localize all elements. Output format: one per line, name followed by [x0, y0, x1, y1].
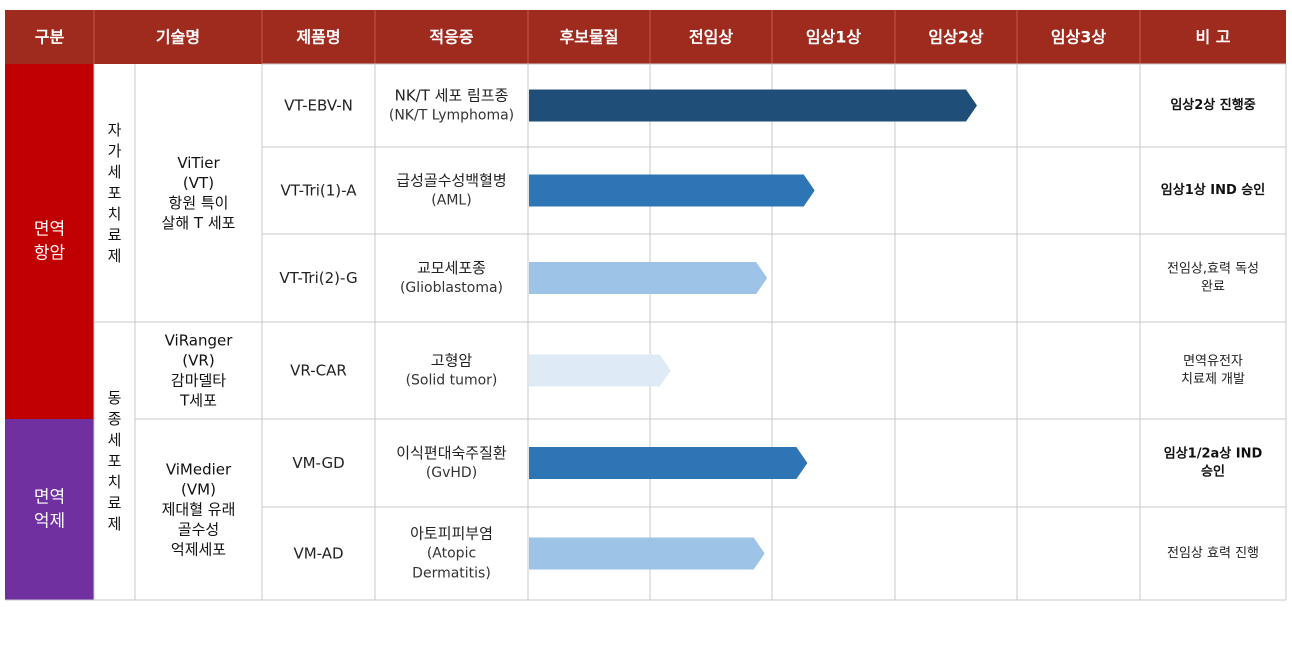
indication-2-line-0: 교모세포종: [417, 259, 486, 277]
remark-3-line-0: 면역유전자: [1183, 354, 1243, 369]
therapy-type-1-line-6: 제: [108, 515, 122, 533]
progress-bar-5: [529, 537, 765, 570]
header-4: 후보물질: [560, 28, 619, 47]
product-name-4: VM-GD: [292, 454, 344, 472]
indication-2-line-1: (Glioblastoma): [400, 280, 503, 296]
indication-0-line-1: (NK/T Lymphoma): [389, 108, 514, 124]
technology-2-line-0: ViMedier: [166, 461, 232, 479]
therapy-type-0-line-0: 자: [108, 121, 122, 139]
product-name-1: VT-Tri(1)-A: [281, 182, 358, 200]
category-cell-1: [5, 419, 94, 600]
header-5: 전임상: [689, 28, 733, 47]
remark-2-line-1: 완료: [1201, 280, 1225, 295]
indication-3-line-0: 고형암: [431, 352, 473, 370]
technology-1-line-2: 감마델타: [171, 372, 226, 390]
category-label-0-line-1: 항암: [34, 244, 66, 264]
header-9: 비 고: [1195, 28, 1230, 47]
category-cell-0: [5, 64, 94, 419]
header-1: 기술명: [156, 28, 200, 47]
header-7: 임상2상: [928, 28, 984, 47]
technology-1-line-3: T세포: [179, 392, 217, 410]
product-name-3: VR-CAR: [290, 362, 347, 380]
technology-2-line-1: (VM): [181, 481, 216, 499]
therapy-type-1-line-2: 세: [108, 431, 122, 449]
indication-4-line-1: (GvHD): [426, 465, 477, 481]
progress-bar-0: [529, 89, 977, 122]
remark-1-line-0: 임상1상 IND 승인: [1161, 182, 1265, 198]
indication-1-line-1: (AML): [431, 193, 471, 209]
indication-5-line-2: Dermatitis): [412, 566, 491, 582]
technology-1-line-0: ViRanger: [165, 332, 234, 350]
indication-3-line-1: (Solid tumor): [406, 373, 498, 389]
progress-bar-3: [529, 354, 671, 387]
category-label-0-line-0: 면역: [34, 220, 65, 240]
technology-1-line-1: (VR): [182, 352, 214, 370]
therapy-type-1-line-1: 종: [108, 410, 122, 428]
therapy-type-1-line-0: 동: [108, 389, 122, 407]
header-6: 임상1상: [806, 28, 862, 47]
header-8: 임상3상: [1051, 28, 1107, 47]
category-label-1-line-1: 억제: [34, 512, 65, 532]
technology-0-line-2: 항원 특이: [169, 194, 229, 212]
product-name-0: VT-EBV-N: [284, 97, 353, 115]
product-name-5: VM-AD: [293, 545, 343, 563]
remark-0-line-0: 임상2상 진행중: [1170, 97, 1255, 113]
header-2: 제품명: [296, 28, 340, 47]
progress-bar-1: [529, 174, 815, 207]
technology-2-line-2: 제대혈 유래: [162, 501, 236, 519]
therapy-type-0-line-4: 치: [108, 205, 122, 223]
header-0: 구분: [35, 28, 65, 47]
technology-0-line-1: (VT): [183, 174, 214, 192]
indication-0-line-0: NK/T 세포 림프종: [395, 87, 509, 105]
product-name-2: VT-Tri(2)-G: [279, 269, 357, 287]
indication-5-line-0: 아토피피부염: [410, 525, 493, 543]
indication-5-line-1: (Atopic: [427, 546, 476, 562]
table-header: [5, 10, 1286, 64]
therapy-type-0-line-2: 세: [108, 163, 122, 181]
technology-2-line-3: 골수성: [178, 521, 219, 539]
remark-4-line-1: 승인: [1201, 464, 1225, 480]
therapy-type-1-line-4: 치: [108, 473, 122, 491]
remark-4-line-0: 임상1/2a상 IND: [1164, 447, 1263, 462]
category-label-1-line-0: 면역: [34, 488, 65, 508]
technology-0-line-0: ViTier: [177, 154, 220, 172]
therapy-type-0-line-3: 포: [108, 184, 122, 202]
header-3: 적응증: [429, 28, 473, 47]
therapy-type-0-line-1: 가: [108, 142, 122, 160]
technology-0-line-3: 살해 T 세포: [162, 214, 236, 232]
therapy-type-1-line-5: 료: [108, 494, 122, 512]
therapy-type-0-line-5: 료: [108, 226, 122, 244]
technology-2-line-4: 억제세포: [171, 541, 226, 559]
therapy-type-0-line-6: 제: [108, 247, 122, 265]
remark-5-line-0: 전임상 효력 진행: [1167, 545, 1259, 561]
progress-bar-4: [529, 447, 808, 479]
remark-2-line-0: 전임상,효력 독성: [1167, 262, 1259, 277]
progress-bar-2: [529, 262, 768, 294]
indication-1-line-0: 급성골수성백혈병: [396, 172, 506, 190]
indication-4-line-0: 이식편대숙주질환: [396, 444, 507, 462]
therapy-type-1-line-3: 포: [108, 452, 122, 470]
remark-3-line-1: 치료제 개발: [1181, 372, 1245, 387]
